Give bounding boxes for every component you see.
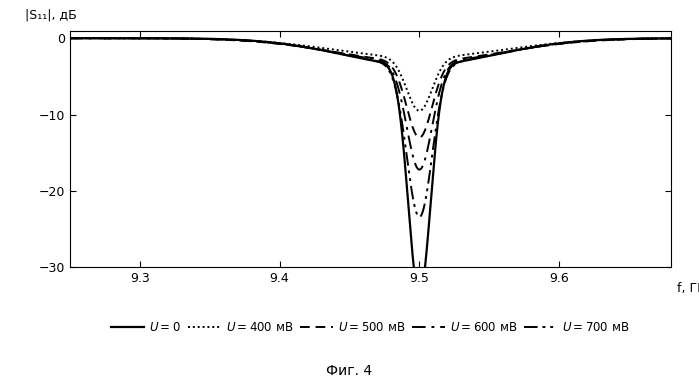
Legend: $U = 0$, $U = 400$ мВ, $U = 500$ мВ, $U = 600$ мВ, $U = 700$ мВ: $U = 0$, $U = 400$ мВ, $U = 500$ мВ, $U … (107, 316, 634, 338)
Text: f, ГГц: f, ГГц (677, 282, 699, 295)
Text: Фиг. 4: Фиг. 4 (326, 364, 373, 378)
Text: |S₁₁|, дБ: |S₁₁|, дБ (25, 8, 77, 21)
